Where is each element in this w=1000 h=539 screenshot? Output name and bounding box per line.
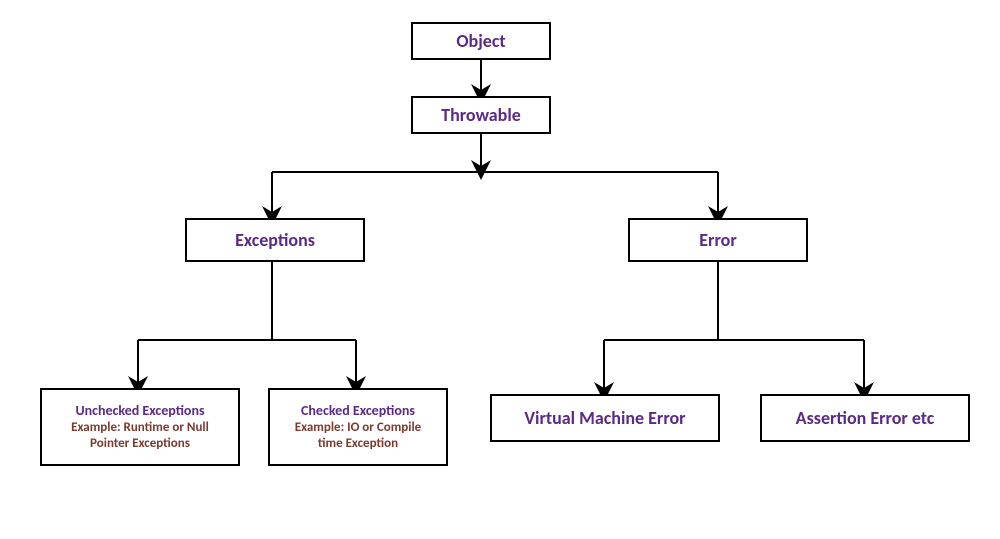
node-object-label: Object xyxy=(456,30,505,52)
node-exceptions-label: Exceptions xyxy=(235,229,315,251)
node-unchecked-sub1: Example: Runtime or Null xyxy=(71,420,209,436)
node-checked-sub2: time Exception xyxy=(318,436,398,452)
node-object: Object xyxy=(411,22,551,60)
node-checked: Checked Exceptions Example: IO or Compil… xyxy=(268,388,448,466)
node-vmerror: Virtual Machine Error xyxy=(490,394,720,442)
node-throwable-label: Throwable xyxy=(441,104,521,126)
node-unchecked-heading: Unchecked Exceptions xyxy=(75,402,204,420)
node-assertion-label: Assertion Error etc xyxy=(796,407,935,429)
node-checked-sub1: Example: IO or Compile xyxy=(295,420,421,436)
node-error: Error xyxy=(628,218,808,262)
node-exceptions: Exceptions xyxy=(185,218,365,262)
node-unchecked: Unchecked Exceptions Example: Runtime or… xyxy=(40,388,240,466)
node-assertion: Assertion Error etc xyxy=(760,394,970,442)
node-unchecked-sub2: Pointer Exceptions xyxy=(90,436,190,452)
node-checked-heading: Checked Exceptions xyxy=(301,402,415,420)
node-vmerror-label: Virtual Machine Error xyxy=(524,407,685,429)
node-error-label: Error xyxy=(699,229,736,251)
node-throwable: Throwable xyxy=(411,96,551,134)
